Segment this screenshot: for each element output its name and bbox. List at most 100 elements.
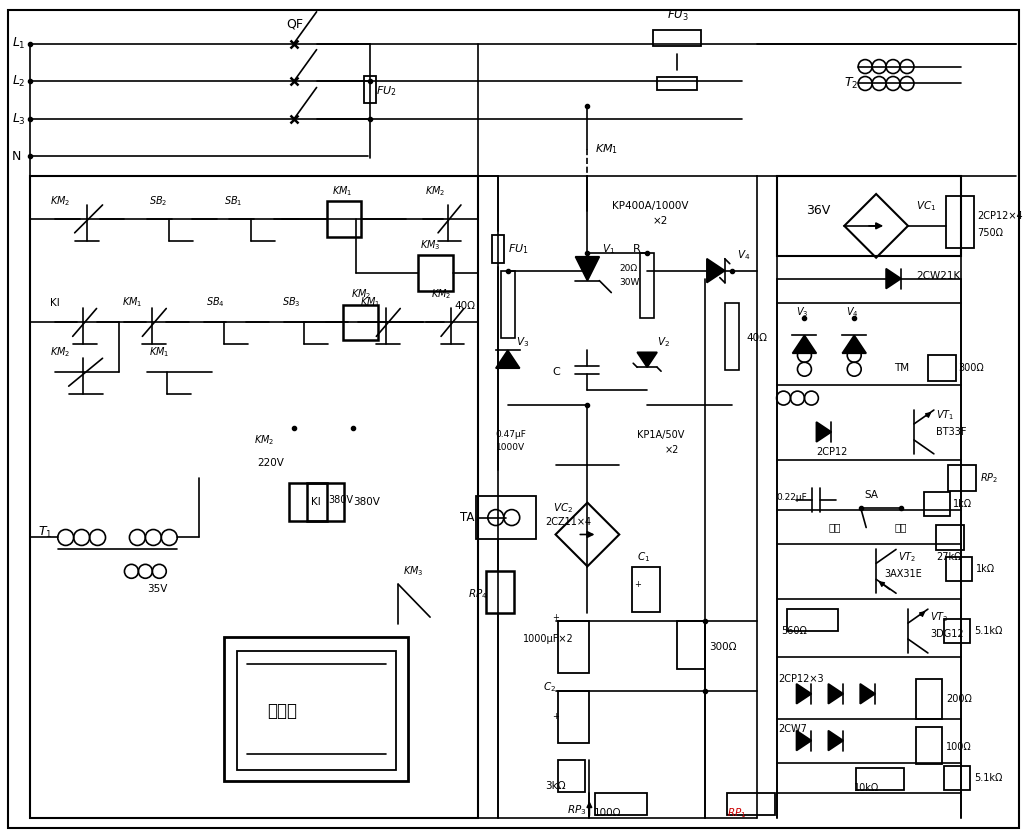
Text: 380V: 380V — [353, 497, 381, 507]
Bar — [724, 303, 739, 370]
Polygon shape — [829, 684, 843, 704]
Text: R: R — [634, 244, 641, 254]
Bar — [944, 767, 970, 790]
Text: 220V: 220V — [257, 458, 284, 468]
Text: $V_4$: $V_4$ — [846, 306, 859, 319]
Text: 300Ω: 300Ω — [709, 642, 737, 652]
Text: $SB_3$: $SB_3$ — [282, 296, 300, 309]
Text: TA: TA — [460, 511, 475, 524]
Text: 40Ω: 40Ω — [747, 334, 768, 344]
Text: $KM_1$: $KM_1$ — [331, 184, 352, 198]
Text: $KM_2$: $KM_2$ — [352, 287, 372, 302]
Polygon shape — [495, 350, 520, 368]
Polygon shape — [637, 352, 657, 367]
Text: $VT_3$: $VT_3$ — [930, 610, 948, 624]
Text: +: + — [552, 712, 559, 722]
Text: 5.1kΩ: 5.1kΩ — [974, 626, 1002, 636]
Text: ×2: ×2 — [665, 445, 679, 455]
Text: 手动: 手动 — [894, 523, 906, 532]
Text: $KM_2$: $KM_2$ — [425, 184, 446, 198]
Polygon shape — [842, 335, 866, 354]
Bar — [486, 572, 514, 613]
Text: $RP_3$: $RP_3$ — [568, 804, 587, 817]
Bar — [476, 495, 536, 540]
Bar — [924, 492, 949, 515]
Text: 0.47μF: 0.47μF — [495, 431, 526, 439]
Text: $KM_1$: $KM_1$ — [360, 296, 381, 309]
Bar — [595, 794, 647, 815]
Text: 560Ω: 560Ω — [781, 626, 807, 636]
Text: 200Ω: 200Ω — [945, 694, 972, 704]
Text: $T_1$: $T_1$ — [38, 525, 53, 540]
Text: KI: KI — [50, 297, 60, 308]
Bar — [557, 691, 589, 742]
Text: 3DG12: 3DG12 — [930, 629, 964, 639]
Text: 2CP12: 2CP12 — [816, 447, 847, 457]
Text: 1000V: 1000V — [495, 443, 525, 453]
Polygon shape — [797, 684, 811, 704]
Text: 2CW21K: 2CW21K — [916, 271, 960, 281]
Bar — [916, 679, 942, 719]
Text: 1kΩ: 1kΩ — [953, 499, 972, 509]
Text: 2CZ11×4: 2CZ11×4 — [546, 516, 591, 526]
Text: 自动: 自动 — [829, 523, 841, 532]
Text: $FU_1$: $FU_1$ — [508, 242, 528, 256]
Text: BT33F: BT33F — [936, 427, 966, 437]
Polygon shape — [576, 256, 600, 281]
Text: $T_2$: $T_2$ — [844, 76, 859, 91]
Text: $KM_2$: $KM_2$ — [254, 433, 275, 447]
Bar — [928, 355, 956, 381]
Text: $RP_4$: $RP_4$ — [467, 587, 487, 601]
Text: ×2: ×2 — [652, 216, 668, 226]
Text: $L_1$: $L_1$ — [12, 36, 26, 51]
Text: $VC_1$: $VC_1$ — [916, 199, 936, 213]
Text: $V_1$: $V_1$ — [603, 242, 615, 256]
Bar — [786, 609, 838, 631]
Bar — [776, 176, 961, 256]
Text: $V_3$: $V_3$ — [516, 335, 528, 349]
Text: $L_2$: $L_2$ — [12, 74, 26, 89]
Text: +: + — [635, 580, 641, 589]
Bar — [557, 621, 589, 673]
Text: 100Ω: 100Ω — [945, 742, 971, 752]
Bar — [237, 651, 396, 770]
Text: 1kΩ: 1kΩ — [975, 564, 995, 574]
Text: SA: SA — [864, 489, 878, 499]
Text: $KM_3$: $KM_3$ — [404, 565, 424, 578]
Text: $RP_2$: $RP_2$ — [979, 471, 998, 484]
Text: $VT_1$: $VT_1$ — [936, 408, 955, 422]
Text: $VT_2$: $VT_2$ — [898, 551, 916, 564]
Text: 20Ω: 20Ω — [619, 264, 638, 273]
Text: 30W: 30W — [619, 278, 640, 287]
Bar — [501, 271, 515, 339]
Bar — [944, 619, 970, 643]
Text: $VC_2$: $VC_2$ — [552, 501, 573, 515]
Bar — [936, 525, 964, 551]
Text: $SB_4$: $SB_4$ — [206, 296, 225, 309]
Text: 5.1kΩ: 5.1kΩ — [974, 773, 1002, 784]
Text: 2CW7: 2CW7 — [778, 724, 807, 733]
Text: 2CP12×3: 2CP12×3 — [778, 674, 825, 684]
Text: QF: QF — [287, 18, 303, 30]
Polygon shape — [829, 731, 843, 751]
Text: $V_4$: $V_4$ — [737, 248, 750, 261]
Text: $KM_1$: $KM_1$ — [595, 142, 618, 156]
Text: 27kΩ: 27kΩ — [936, 552, 962, 562]
Text: 36V: 36V — [806, 204, 831, 217]
Text: TM: TM — [894, 363, 909, 373]
Bar — [344, 304, 379, 340]
Text: 750Ω: 750Ω — [977, 228, 1004, 238]
Text: C: C — [552, 367, 560, 377]
Text: 10kΩ: 10kΩ — [854, 784, 879, 794]
Bar — [653, 29, 701, 45]
Bar — [677, 621, 705, 669]
Bar — [945, 557, 972, 582]
Text: $L_3$: $L_3$ — [12, 111, 26, 127]
Bar — [945, 196, 974, 248]
Text: $KM_2$: $KM_2$ — [431, 287, 451, 302]
Text: $V_2$: $V_2$ — [657, 335, 670, 349]
Text: $FU_2$: $FU_2$ — [377, 85, 397, 98]
Bar — [364, 75, 377, 103]
Text: 3AX31E: 3AX31E — [884, 569, 922, 579]
Bar — [492, 235, 504, 262]
